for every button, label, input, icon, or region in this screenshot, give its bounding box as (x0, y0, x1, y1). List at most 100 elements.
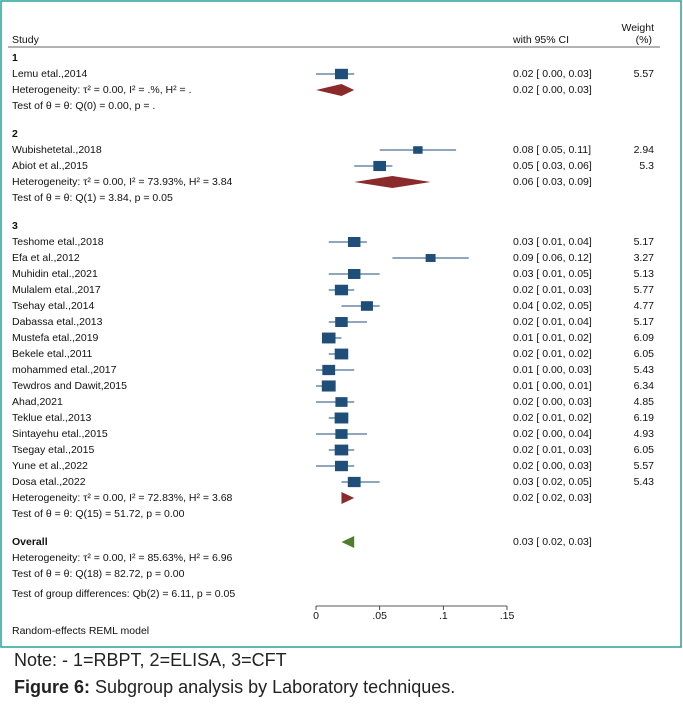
ci-label: 0.01 [ 0.01, 0.02] (513, 332, 592, 344)
study-box (321, 380, 336, 392)
ci-label: 0.04 [ 0.02, 0.05] (513, 300, 592, 312)
study-header: Study (12, 34, 40, 46)
weight-label: 6.05 (634, 348, 655, 360)
study-box (347, 476, 361, 488)
heterogeneity-test: Test of θ = θ: Q(18) = 82.72, p = 0.00 (12, 568, 185, 580)
subgroup-diamond (316, 84, 355, 96)
ci-label: 0.02 [ 0.01, 0.02] (513, 412, 592, 424)
ci-label: 0.08 [ 0.05, 0.11] (513, 144, 591, 156)
study-name: Teklue etal.,2013 (12, 412, 92, 424)
ci-label: 0.03 [ 0.01, 0.04] (513, 236, 592, 248)
study-name: mohammed etal.,2017 (12, 364, 117, 376)
heterogeneity-test: Test of θ = θ: Q(1) = 3.84, p = 0.05 (12, 192, 173, 204)
weight-label: 5.43 (634, 364, 655, 376)
study-box (413, 146, 423, 154)
study-box (335, 316, 348, 328)
forest-plot: Study with 95% CI Weight (%) 1 Lemu etal.… (0, 0, 682, 648)
weight-label: 6.05 (634, 444, 655, 456)
weight-label: 5.43 (634, 476, 655, 488)
group-test: Test of group differences: Qb(2) = 6.11,… (12, 588, 235, 600)
study-name: Lemu etal.,2014 (12, 68, 87, 80)
study-box (334, 460, 348, 472)
study-name: Ahad,2021 (12, 396, 63, 408)
heterogeneity: Heterogeneity: τ² = 0.00, I² = 72.83%, H… (12, 492, 233, 504)
weight-header: Weight (622, 22, 655, 34)
study-box (334, 284, 349, 296)
study-box (373, 160, 386, 172)
x-tick-label: .15 (500, 610, 515, 622)
subgroup-diamond (354, 176, 431, 188)
study-name: Tewdros and Dawit,2015 (12, 380, 127, 392)
weight-label: 4.77 (634, 300, 655, 312)
summary-ci-label: 0.06 [ 0.03, 0.09] (513, 176, 592, 188)
weight-label: 2.94 (634, 144, 655, 156)
study-name: Sintayehu etal.,2015 (12, 428, 108, 440)
weight-label: 5.57 (634, 68, 655, 80)
weight-label: 5.3 (639, 160, 654, 172)
weight-label: 4.85 (634, 396, 655, 408)
heterogeneity-test: Test of θ = θ: Q(15) = 51.72, p = 0.00 (12, 508, 185, 520)
weight-label: 6.19 (634, 412, 655, 424)
study-box (425, 254, 436, 262)
caption-text: Subgroup analysis by Laboratory techniqu… (90, 677, 456, 697)
weight-unit: (%) (636, 34, 652, 46)
weight-label: 6.09 (634, 332, 655, 344)
ci-label: 0.09 [ 0.06, 0.12] (513, 252, 592, 264)
study-name: Dosa etal.,2022 (12, 476, 86, 488)
ci-label: 0.03 [ 0.02, 0.05] (513, 476, 592, 488)
study-name: Tsegay etal.,2015 (12, 444, 94, 456)
study-name: Wubishetetal.,2018 (12, 144, 102, 156)
weight-label: 6.34 (634, 380, 655, 392)
ci-label: 0.02 [ 0.00, 0.03] (513, 68, 592, 80)
ci-label: 0.03 [ 0.01, 0.05] (513, 268, 592, 280)
x-tick-label: 0 (313, 610, 319, 622)
study-name: Dabassa etal.,2013 (12, 316, 103, 328)
study-name: Mustefa etal.,2019 (12, 332, 99, 344)
heterogeneity: Heterogeneity: τ² = 0.00, I² = 73.93%, H… (12, 176, 233, 188)
overall-label: Overall (12, 536, 48, 548)
weight-label: 5.77 (634, 284, 655, 296)
heterogeneity-test: Test of θ = θ: Q(0) = 0.00, p = . (12, 100, 155, 112)
weight-label: 3.27 (634, 252, 655, 264)
ci-header: with 95% CI (512, 34, 569, 46)
group-label: 3 (12, 220, 18, 232)
study-box (334, 348, 349, 360)
frame (0, 0, 682, 648)
x-tick-label: .05 (372, 610, 387, 622)
summary-ci-label: 0.02 [ 0.02, 0.03] (513, 492, 592, 504)
x-tick-label: .1 (439, 610, 448, 622)
study-name: Efa et al.,2012 (12, 252, 80, 264)
weight-label: 5.57 (634, 460, 655, 472)
study-name: Yune et al.,2022 (12, 460, 88, 472)
study-box (334, 412, 349, 424)
note: Note: - 1=RBPT, 2=ELISA, 3=CFT (14, 650, 287, 670)
weight-label: 5.17 (634, 236, 655, 248)
subgroup-diamond (341, 492, 355, 504)
ci-label: 0.02 [ 0.00, 0.03] (513, 460, 592, 472)
caption: Figure 6: Subgroup analysis by Laborator… (14, 677, 455, 698)
weight-label: 4.93 (634, 428, 655, 440)
study-box (360, 301, 373, 311)
study-box (335, 397, 348, 407)
weight-label: 5.17 (634, 316, 655, 328)
ci-label: 0.02 [ 0.01, 0.02] (513, 348, 592, 360)
ci-label: 0.05 [ 0.03, 0.06] (513, 160, 592, 172)
overall-diamond (341, 536, 355, 548)
study-box (335, 429, 348, 439)
study-name: Teshome etal.,2018 (12, 236, 104, 248)
ci-label: 0.01 [ 0.00, 0.01] (513, 380, 592, 392)
ci-label: 0.02 [ 0.01, 0.04] (513, 316, 592, 328)
ci-label: 0.02 [ 0.01, 0.03] (513, 444, 592, 456)
weight-label: 5.13 (634, 268, 655, 280)
study-name: Bekele etal.,2011 (12, 348, 93, 360)
study-name: Muhidin etal.,2021 (12, 268, 98, 280)
group-label: 1 (12, 52, 18, 64)
study-name: Tsehay etal.,2014 (12, 300, 94, 312)
heterogeneity: Heterogeneity: τ² = 0.00, I² = .%, H² = … (12, 84, 192, 96)
ci-label: 0.02 [ 0.00, 0.03] (513, 396, 592, 408)
ci-label: 0.01 [ 0.00, 0.03] (513, 364, 592, 376)
overall-ci-label: 0.03 [ 0.02, 0.03] (513, 536, 592, 548)
study-name: Mulalem etal.,2017 (12, 284, 101, 296)
study-box (347, 236, 361, 248)
